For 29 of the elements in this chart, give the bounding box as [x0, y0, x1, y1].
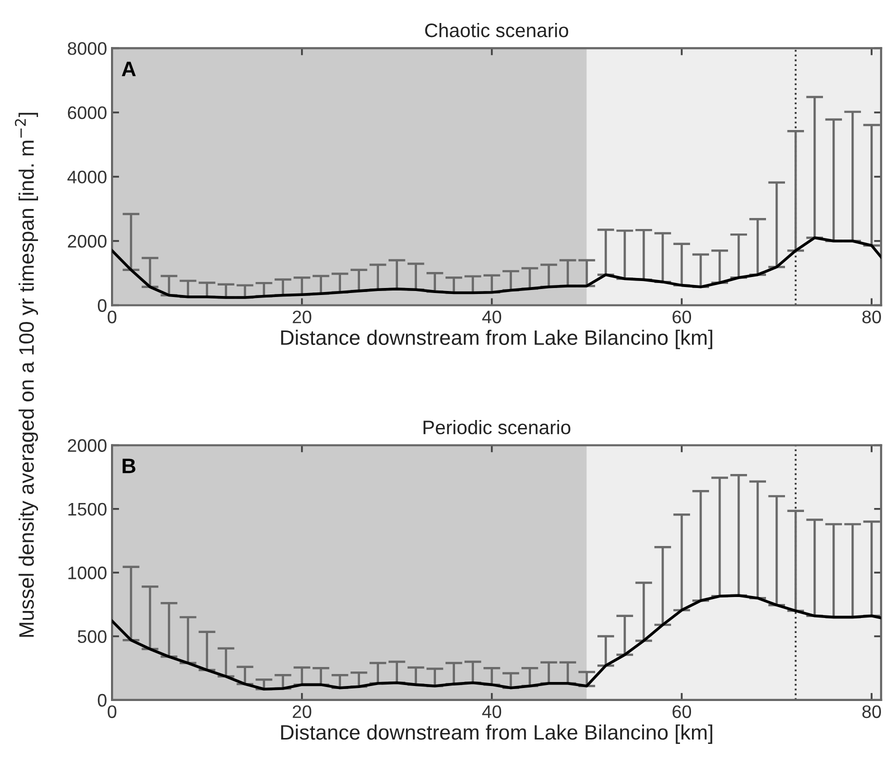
x-tick-label: 0 — [108, 310, 116, 324]
annotation: A — [122, 62, 136, 76]
y-tick-label: 2000 — [68, 439, 106, 452]
y-tick-label: 6000 — [68, 106, 106, 120]
y-tick-label: 0 — [98, 694, 106, 707]
chart-title: Periodic scenario — [424, 420, 570, 434]
x-tick-label: 20 — [292, 705, 312, 718]
x-tick-label: 60 — [672, 705, 692, 718]
x-tick-label: 40 — [482, 310, 502, 324]
y-tick-label: 4000 — [67, 170, 106, 184]
x-tick-label: 20 — [292, 310, 312, 324]
y-tick-label: 1000 — [68, 566, 106, 580]
x-tick-label: 0 — [108, 705, 116, 718]
chart-title: Chaotic scenario — [425, 22, 568, 38]
annotation: B — [122, 458, 136, 474]
x-tick-label: 80 — [862, 705, 881, 718]
x-tick-label: 40 — [482, 705, 502, 718]
x-axis-title: Distance downstream from Lake Bilancino [km] — [281, 724, 712, 744]
y-tick-label: 8000 — [68, 42, 106, 55]
y-tick-label: 1500 — [68, 502, 106, 516]
line-series — [112, 236, 882, 299]
x-tick-label: 60 — [672, 310, 692, 324]
y-axis-title: Mussel density averaged on a 100 yr timespan [ind. m$^{−2}$] — [14, 112, 38, 637]
y-tick-label: 2000 — [68, 234, 106, 248]
x-tick-label: 80 — [862, 310, 881, 324]
y-tick-label: 0 — [98, 299, 106, 312]
line-series — [112, 594, 882, 691]
y-tick-label: 500 — [78, 630, 106, 644]
x-axis-title: Distance downstream from Lake Bilancino [km] — [281, 330, 712, 350]
